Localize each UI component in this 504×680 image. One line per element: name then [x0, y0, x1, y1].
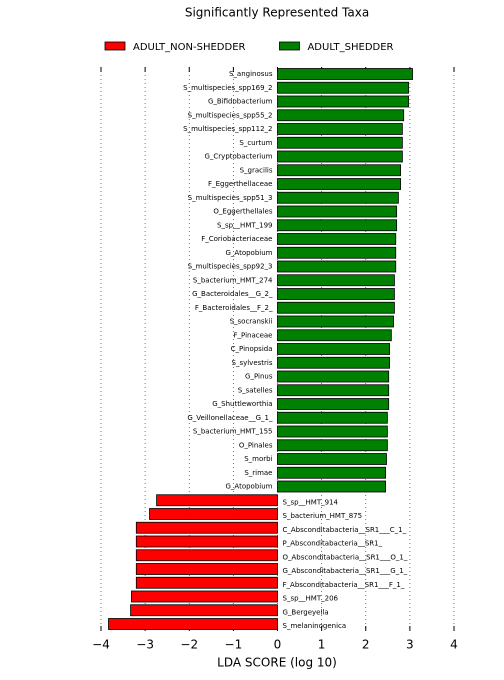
category-label: S_multispecies_spp55_2: [188, 111, 273, 119]
category-label: G_Bergeyella: [283, 608, 329, 616]
bar: [149, 508, 278, 520]
category-label: S_bacterium_HMT_155: [193, 428, 273, 436]
x-tick-label: 0: [274, 638, 282, 652]
bar: [131, 590, 278, 603]
category-label: F_Coriobacteriaceae: [201, 235, 272, 243]
bar: [277, 398, 390, 410]
category-label: S_curtum: [239, 139, 272, 147]
category-label: G_Cryptobacterium: [204, 153, 272, 161]
category-label: S_sylvestris: [232, 359, 273, 367]
category-label: S_multispecies_spp169_2: [183, 84, 272, 92]
category-label: G_Atopobium: [226, 483, 273, 491]
bar: [277, 411, 388, 424]
bar: [277, 81, 409, 94]
bar: [135, 535, 278, 548]
category-label: S_bacterium_HMT_274: [193, 276, 273, 284]
category-label: F_Bacteroidales__F_2_: [195, 304, 273, 312]
category-label: S_sp__HMT_199: [217, 221, 272, 229]
category-label: P_Absconditabacteria__SR1_: [283, 540, 383, 548]
bar: [277, 384, 390, 397]
chart-title: Significantly Represented Taxa: [185, 6, 369, 20]
bar: [277, 288, 395, 300]
bar: [277, 425, 388, 438]
x-tick-label: −4: [92, 638, 110, 652]
legend-swatch: [279, 41, 300, 51]
category-label: G_Absconditabacteria__SR1___G_1_: [283, 567, 408, 575]
bar: [135, 549, 278, 562]
category-label: S_multispecies_spp92_3: [188, 263, 273, 271]
bar: [277, 233, 397, 245]
legend-swatch: [104, 41, 126, 51]
category-label: O_Eggerthellales: [213, 208, 272, 216]
x-tick-label: −1: [225, 638, 243, 652]
category-label: S_sp__HMT_914: [283, 498, 339, 506]
bar: [135, 576, 278, 589]
bar: [108, 618, 278, 630]
bar: [277, 315, 394, 328]
x-tick-label: 2: [362, 638, 370, 652]
bar: [277, 370, 390, 383]
bar: [277, 109, 405, 122]
bar: [277, 136, 403, 149]
category-label: G_Bacteroidales__G_2_: [192, 290, 273, 298]
bar: [277, 466, 387, 479]
category-label: G_Atopobium: [226, 249, 273, 257]
bar: [277, 343, 390, 355]
bar: [277, 164, 402, 177]
bar: [277, 95, 409, 108]
bar: [277, 68, 413, 80]
bar: [277, 123, 403, 135]
bar: [277, 246, 397, 259]
bar: [135, 521, 278, 534]
category-label: C_Absconditabacteria__SR1___C_1_: [283, 526, 407, 534]
category-label: C_Pinopsida: [231, 345, 273, 353]
bar: [130, 604, 278, 617]
bar: [277, 260, 397, 273]
category-label: S_bacterium_HMT_875: [283, 512, 363, 520]
bar: [277, 191, 399, 204]
x-tick-label: 4: [450, 638, 458, 652]
bar: [277, 301, 395, 314]
category-label: S_morbi: [244, 455, 272, 463]
category-label: G_Bifidobacterium: [208, 98, 273, 106]
bar: [277, 205, 398, 218]
category-label: F_Pinaceae: [233, 331, 272, 339]
category-label: S_multispecies_spp51_3: [188, 194, 273, 202]
bar: [277, 453, 387, 465]
category-label: F_Eggerthellaceae: [208, 180, 272, 188]
category-label: S_melaninogenica: [283, 622, 347, 630]
bar: [277, 178, 402, 190]
bar: [135, 563, 278, 575]
legend-label: ADULT_SHEDDER: [307, 42, 393, 53]
legend-label: ADULT_NON-SHEDDER: [133, 42, 246, 53]
category-label: G_Veillonellaceae__G_1_: [187, 414, 273, 422]
bar: [277, 150, 403, 163]
category-label: S_anginosus: [229, 70, 273, 78]
category-label: S_gracilis: [240, 166, 273, 174]
category-label: S_socranskii: [230, 318, 273, 326]
category-label: O_Pinales: [239, 441, 273, 449]
category-label: O_Absconditabacteria__SR1___O_1_: [283, 553, 408, 561]
category-label: G_Shuttleworthia: [212, 400, 272, 408]
x-tick-label: −3: [136, 638, 154, 652]
bar: [277, 329, 392, 342]
x-tick-label: 1: [318, 638, 326, 652]
x-tick-label: 3: [406, 638, 414, 652]
x-axis-label: LDA SCORE (log 10): [217, 656, 337, 670]
bar: [277, 219, 398, 232]
category-label: S_multispecies_spp112_2: [183, 125, 272, 133]
bar: [277, 439, 388, 452]
bar: [277, 356, 390, 369]
category-label: S_sp__HMT_206: [283, 595, 339, 603]
bar: [277, 480, 387, 493]
x-tick-label: −2: [180, 638, 198, 652]
category-label: F_Absconditabacteria__SR1___F_1_: [283, 581, 405, 589]
category-label: G_Pinus: [245, 373, 273, 381]
category-label: S_rimae: [244, 469, 272, 477]
bar: [156, 494, 278, 507]
category-label: S_satelles: [238, 386, 273, 394]
bar: [277, 274, 395, 287]
